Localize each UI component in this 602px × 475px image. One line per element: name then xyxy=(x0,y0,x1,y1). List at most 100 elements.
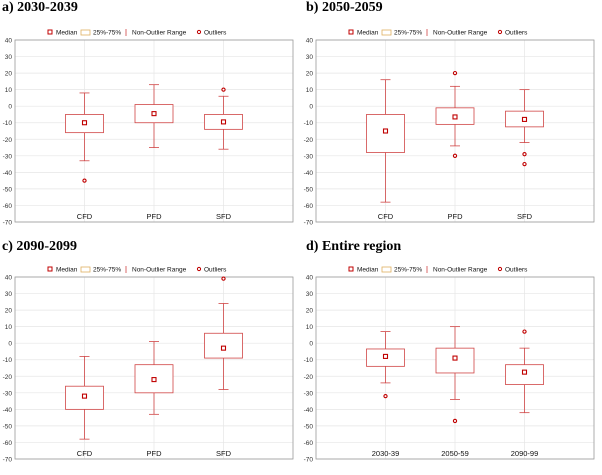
y-tick-label: -30 xyxy=(3,153,13,160)
y-tick-label: 0 xyxy=(8,104,12,111)
y-tick-label: -30 xyxy=(3,390,13,397)
panel-title: a) 2030-2039 xyxy=(2,0,78,15)
x-tick-label: CFD xyxy=(77,212,93,221)
y-tick-label: 30 xyxy=(5,291,13,298)
y-tick-label: -20 xyxy=(304,374,314,381)
median-marker xyxy=(452,114,458,120)
legend-iqr-label: 25%-75% xyxy=(93,267,121,274)
median-marker xyxy=(151,377,157,383)
median-marker xyxy=(521,369,528,375)
y-tick-label: 20 xyxy=(306,308,314,315)
median-marker xyxy=(81,393,88,399)
y-tick-label: -50 xyxy=(3,186,13,193)
median-marker xyxy=(521,116,528,122)
y-tick-label: -40 xyxy=(304,407,314,414)
y-tick-label: -20 xyxy=(304,137,314,144)
y-tick-label: -40 xyxy=(3,170,13,177)
y-tick-label: 40 xyxy=(5,275,13,282)
iqr-box xyxy=(435,347,475,374)
plot-frame xyxy=(315,39,595,223)
x-tick-label: SFD xyxy=(216,449,232,458)
legend-outlier-label: Outliers xyxy=(505,30,528,37)
outlier-point xyxy=(522,152,527,157)
legend-iqr-label: 25%-75% xyxy=(394,267,422,274)
y-tick-label: -40 xyxy=(3,407,13,414)
y-tick-label: 10 xyxy=(5,87,13,94)
y-tick-label: 10 xyxy=(5,324,13,331)
y-tick-label: -50 xyxy=(304,186,314,193)
panel-a: a) 2030-2039 40 30 20 10 0 -10 -20 -30 -40 -50 -60… xyxy=(0,0,301,237)
median-marker xyxy=(151,111,157,117)
legend-median-label: Median xyxy=(357,267,379,274)
y-tick-label: -60 xyxy=(3,203,13,210)
legend-range-label: Non-Outlier Range xyxy=(433,267,488,274)
legend-median-symbol xyxy=(47,266,53,272)
legend-median-label: Median xyxy=(56,30,78,37)
panel-title: c) 2090-2099 xyxy=(2,239,78,254)
y-tick-label: -70 xyxy=(3,220,13,227)
legend-iqr-label: 25%-75% xyxy=(93,30,121,37)
y-tick-label: -20 xyxy=(3,374,13,381)
y-tick-label: -60 xyxy=(304,440,314,447)
panel-d: d) Entire region 40 30 20 10 0 -10 -20 -30 -40 -5… xyxy=(301,237,602,475)
x-tick-label: 2050-59 xyxy=(441,449,469,458)
outlier-point xyxy=(452,153,458,158)
y-tick-label: 0 xyxy=(8,341,12,348)
legend-iqr-symbol xyxy=(381,29,392,36)
plot-frame xyxy=(14,39,294,223)
boxplot-chart-d: 40 30 20 10 0 -10 -20 -30 -40 -50 -60 -70 Median 25%-… xyxy=(304,266,595,464)
median-marker xyxy=(452,355,458,361)
y-tick-label: 20 xyxy=(5,308,13,315)
y-tick-label: 10 xyxy=(306,324,314,331)
median-marker xyxy=(81,120,88,126)
y-tick-label: -10 xyxy=(3,357,13,364)
y-tick-label: 20 xyxy=(5,71,13,78)
panel-title: d) Entire region xyxy=(306,239,402,254)
y-tick-label: -10 xyxy=(3,120,13,127)
x-tick-label: 2030-39 xyxy=(372,449,400,458)
outlier-point xyxy=(383,393,388,399)
x-tick-label: SFD xyxy=(517,212,533,221)
outlier-point xyxy=(221,87,226,92)
y-tick-label: -60 xyxy=(3,440,13,447)
y-tick-label: 30 xyxy=(5,54,13,61)
plot-frame xyxy=(14,276,294,460)
y-tick-label: 0 xyxy=(309,104,313,111)
plot-frame xyxy=(315,276,595,460)
y-tick-label: 40 xyxy=(5,38,13,45)
panel-title: b) 2050-2059 xyxy=(306,0,383,15)
y-tick-label: 40 xyxy=(306,38,314,45)
outlier-point xyxy=(452,70,458,76)
legend-iqr-label: 25%-75% xyxy=(394,30,422,37)
legend-outlier-label: Outliers xyxy=(204,30,227,37)
x-tick-label: CFD xyxy=(378,212,394,221)
boxplot-chart-a: 40 30 20 10 0 -10 -20 -30 -40 -50 -60 -70 Median 25%-… xyxy=(3,29,294,227)
y-tick-label: 0 xyxy=(309,341,313,348)
y-tick-label: -10 xyxy=(304,120,314,127)
x-tick-label: 2090-99 xyxy=(511,449,539,458)
legend-median-symbol xyxy=(47,29,53,35)
legend-median-symbol xyxy=(348,29,354,35)
x-tick-label: CFD xyxy=(77,449,93,458)
legend-outlier-symbol xyxy=(497,266,503,272)
y-tick-label: -30 xyxy=(304,390,314,397)
outlier-point xyxy=(522,329,527,334)
median-marker xyxy=(382,128,389,134)
outlier-point xyxy=(452,418,458,424)
y-tick-label: -40 xyxy=(304,170,314,177)
y-tick-label: 20 xyxy=(306,71,314,78)
legend-range-label: Non-Outlier Range xyxy=(132,267,187,274)
boxplot-chart-b: 40 30 20 10 0 -10 -20 -30 -40 -50 -60 -70 Median 25%-… xyxy=(304,29,595,227)
legend-range-label: Non-Outlier Range xyxy=(132,30,187,37)
y-tick-label: -20 xyxy=(3,137,13,144)
outlier-point xyxy=(522,161,527,167)
x-tick-label: PFD xyxy=(147,212,163,221)
legend-outlier-symbol xyxy=(196,266,202,272)
outlier-point xyxy=(221,276,226,281)
legend-median-symbol xyxy=(348,266,354,272)
median-marker xyxy=(220,345,227,351)
y-tick-label: -70 xyxy=(304,220,314,227)
legend-median-label: Median xyxy=(357,30,379,37)
y-tick-label: 30 xyxy=(306,291,314,298)
outlier-point xyxy=(82,178,87,183)
